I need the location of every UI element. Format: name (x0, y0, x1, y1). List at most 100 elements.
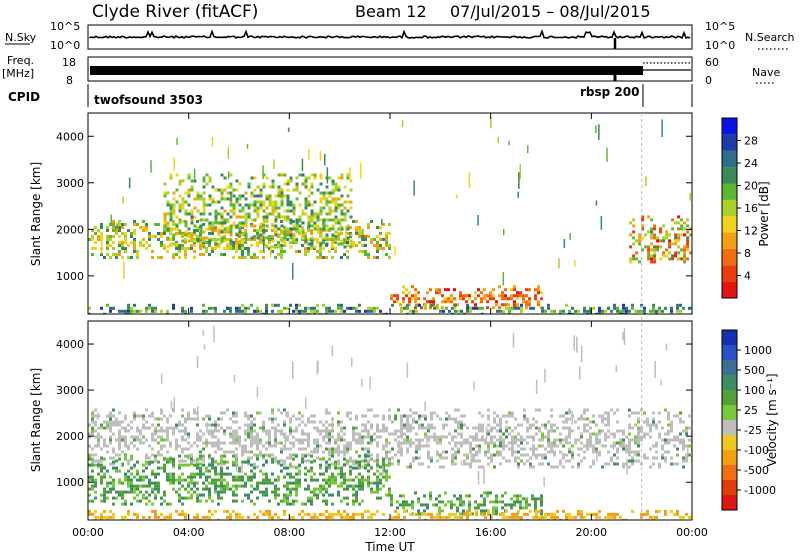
data-cell-power-4 (286, 312, 289, 314)
colorbar-tick-label: 1000 (744, 344, 772, 357)
data-cell-velocity-2 (373, 481, 376, 485)
data-cell-velocity-1 (429, 494, 432, 498)
data-cell-power-1 (190, 188, 194, 192)
data-cell-power-3 (674, 251, 678, 255)
data-cell-velocity-2 (157, 466, 160, 470)
data-cell-velocity-0 (490, 435, 493, 439)
data-cell-velocity-2 (214, 466, 217, 470)
data-cell-velocity-0 (367, 450, 370, 454)
data-cell-velocity-3 (514, 512, 517, 516)
data-cell-velocity-0 (289, 441, 292, 445)
data-cell-power-0 (259, 241, 262, 244)
data-cell-power-4 (235, 306, 238, 310)
data-cell-velocity-3 (268, 515, 271, 519)
data-cell-velocity-1 (474, 506, 477, 510)
data-cell-velocity-0 (412, 420, 415, 424)
data-cell-power-1 (241, 206, 245, 210)
data-cell-power-2 (489, 291, 492, 295)
data-cell-power-2 (459, 291, 462, 295)
data-cell-velocity-2 (322, 472, 325, 476)
data-cell-power-2 (525, 303, 528, 307)
data-cell-power-0 (133, 238, 136, 241)
data-cell-velocity-0 (580, 432, 583, 436)
data-cell-velocity-0 (397, 408, 400, 412)
data-cell-velocity-2 (385, 493, 388, 497)
data-cell-velocity-0 (664, 438, 667, 442)
data-cell-velocity-0 (526, 435, 529, 439)
data-cell-velocity-2 (148, 493, 151, 497)
data-cell-velocity-streak (623, 328, 626, 345)
data-cell-velocity-0 (316, 438, 319, 442)
data-cell-velocity-0 (343, 447, 346, 451)
data-cell-power-1 (169, 206, 173, 210)
data-cell-power-0 (268, 247, 271, 250)
data-cell-power-1 (280, 236, 284, 240)
data-cell-velocity-0 (286, 447, 289, 451)
data-cell-power-1 (208, 203, 212, 207)
data-cell-power-4 (295, 306, 298, 310)
data-cell-velocity-0 (472, 438, 475, 442)
data-cell-power-1 (310, 209, 314, 213)
data-cell-velocity-0 (322, 423, 325, 427)
data-cell-velocity-0 (646, 420, 649, 424)
data-cell-velocity-2 (340, 481, 343, 485)
data-cell-power-2 (453, 297, 456, 301)
data-cell-velocity-0 (607, 414, 610, 418)
data-cell-velocity-0 (634, 450, 637, 454)
data-cell-power-1 (346, 236, 350, 240)
data-cell-velocity-3 (547, 512, 550, 516)
data-cell-velocity-0 (112, 456, 115, 460)
data-cell-power-1 (178, 221, 182, 225)
data-cell-velocity-3 (553, 512, 556, 516)
data-cell-velocity-0 (310, 414, 313, 418)
data-cell-velocity-2 (289, 472, 292, 476)
data-cell-power-1 (247, 212, 251, 216)
data-cell-power-4 (88, 312, 91, 314)
data-cell-power-1 (313, 224, 317, 228)
data-cell-power-1 (319, 173, 323, 177)
data-cell-velocity-0 (595, 432, 598, 436)
data-cell-power-4 (256, 306, 259, 310)
data-cell-power-1 (196, 197, 200, 201)
data-cell-velocity-0 (595, 438, 598, 442)
data-cell-velocity-streak (426, 437, 428, 448)
data-cell-power-0 (133, 250, 136, 253)
data-cell-power-1 (166, 221, 170, 225)
data-cell-power-1 (289, 209, 293, 213)
data-cell-velocity-0 (211, 432, 214, 436)
data-cell-velocity-0 (109, 435, 112, 439)
data-cell-velocity-0 (541, 438, 544, 442)
data-cell-velocity-0 (217, 429, 220, 433)
data-cell-velocity-0 (460, 444, 463, 448)
data-cell-velocity-2 (205, 478, 208, 482)
data-cell-power-4 (148, 303, 151, 307)
data-cell-power-1 (205, 173, 209, 177)
data-cell-power-2 (432, 303, 435, 307)
data-cell-power-4 (166, 309, 169, 313)
data-cell-power-0 (199, 247, 202, 250)
data-cell-power-1 (295, 218, 299, 222)
data-cell-velocity-3 (352, 518, 355, 520)
data-cell-power-1 (331, 188, 335, 192)
data-cell-velocity-2 (217, 502, 220, 506)
data-cell-velocity-0 (187, 447, 190, 451)
data-cell-power-1 (253, 188, 257, 192)
data-cell-velocity-2 (106, 484, 109, 488)
data-cell-power-0 (187, 247, 190, 250)
data-cell-power-1 (163, 218, 167, 222)
data-cell-velocity-2 (334, 463, 337, 467)
data-cell-velocity-0 (406, 429, 409, 433)
data-cell-velocity-2 (91, 463, 94, 467)
data-cell-velocity-3 (121, 515, 124, 519)
data-cell-velocity-2 (151, 502, 154, 506)
data-cell-velocity-0 (460, 441, 463, 445)
data-cell-velocity-0 (148, 456, 151, 460)
data-cell-velocity-3 (622, 518, 625, 520)
data-cell-power-1 (205, 182, 209, 186)
colorbar-tick-label: 12 (744, 225, 758, 238)
data-cell-velocity-0 (535, 408, 538, 412)
data-cell-velocity-0 (637, 411, 640, 415)
data-cell-velocity-1 (435, 497, 438, 501)
data-cell-velocity-0 (577, 438, 580, 442)
data-cell-velocity-0 (205, 444, 208, 448)
